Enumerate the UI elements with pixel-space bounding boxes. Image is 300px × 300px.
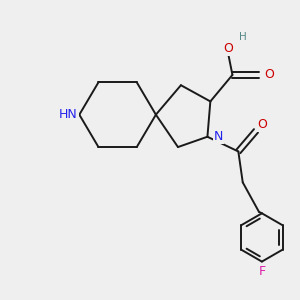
Text: O: O xyxy=(223,42,233,55)
Text: HN: HN xyxy=(59,108,78,121)
Text: N: N xyxy=(214,130,223,143)
Text: F: F xyxy=(258,266,266,278)
Text: H: H xyxy=(239,32,247,42)
Text: O: O xyxy=(257,118,267,131)
Text: O: O xyxy=(264,68,274,81)
